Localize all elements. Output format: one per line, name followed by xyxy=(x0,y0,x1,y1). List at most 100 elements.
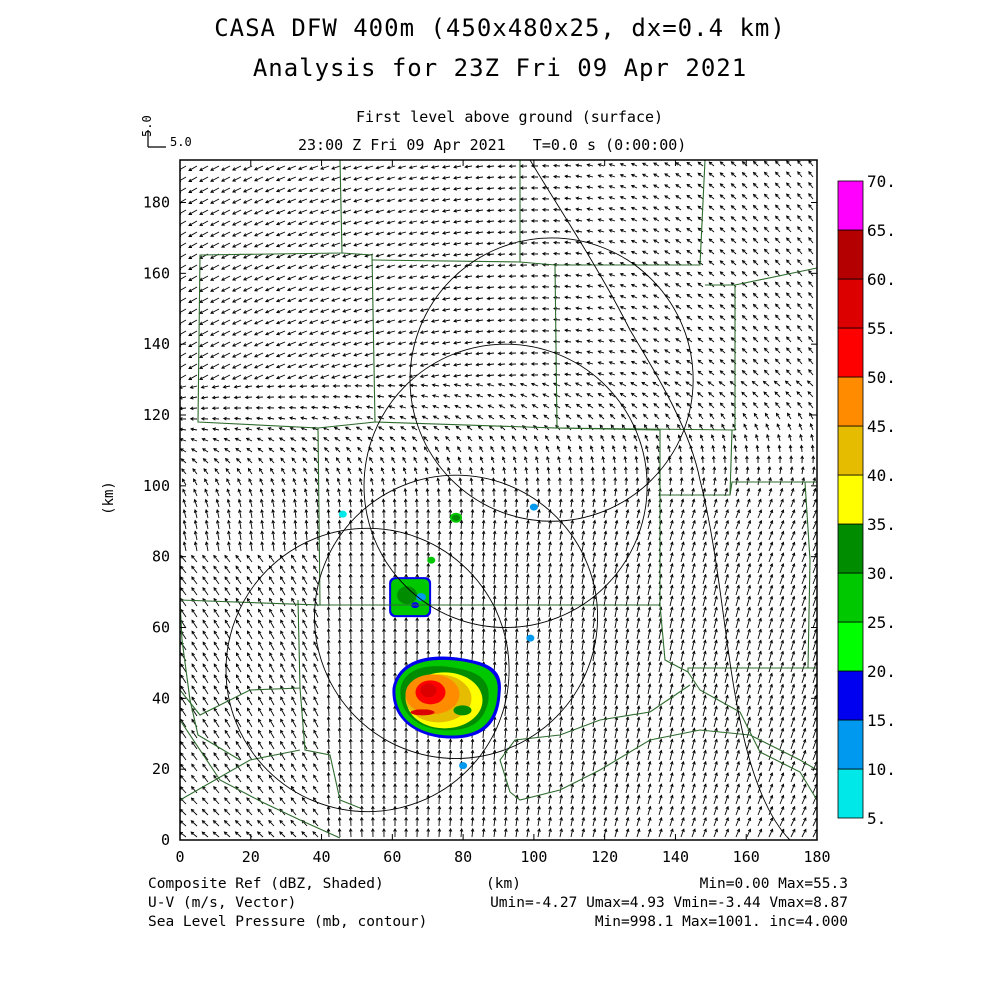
wind-vector xyxy=(188,264,198,270)
wind-vector-head xyxy=(348,827,353,832)
wind-vector xyxy=(442,198,451,201)
wind-vector-head xyxy=(320,353,324,357)
wind-vector-head xyxy=(422,436,427,440)
wind-vector xyxy=(313,696,319,706)
wind-vector xyxy=(420,220,429,224)
wind-vector xyxy=(287,330,297,335)
wind-vector-head xyxy=(393,661,397,665)
wind-vector xyxy=(287,264,297,269)
wind-vector xyxy=(331,275,341,280)
wind-vector xyxy=(279,820,286,827)
wind-vector-head xyxy=(253,266,258,270)
wind-vector-head xyxy=(210,343,214,347)
wind-vector-head xyxy=(464,197,469,202)
wind-vector xyxy=(232,176,242,182)
wind-vector-head xyxy=(470,628,475,632)
wind-vector xyxy=(515,640,518,651)
wind-vector xyxy=(487,330,495,333)
wind-vector xyxy=(466,415,473,420)
wind-vector xyxy=(326,488,330,497)
wind-vector xyxy=(431,242,440,246)
wind-vector-head xyxy=(202,674,207,679)
wind-vector xyxy=(213,719,220,728)
wind-vector-head xyxy=(191,608,195,613)
wind-vector xyxy=(202,587,209,596)
level-label: First level above ground (surface) xyxy=(356,108,664,126)
wind-vector-head xyxy=(371,584,375,589)
wind-vector xyxy=(487,275,495,278)
wind-vector-head xyxy=(235,586,240,591)
wind-vector-head xyxy=(344,426,349,431)
wind-vector xyxy=(412,436,418,442)
wind-vector xyxy=(316,542,319,552)
wind-vector-head xyxy=(380,456,384,461)
wind-vector xyxy=(305,531,308,541)
wind-vector-head xyxy=(380,467,385,472)
wind-vector-head xyxy=(298,199,302,204)
wind-vector xyxy=(250,542,253,552)
wind-vector xyxy=(327,563,330,574)
wind-vector xyxy=(265,187,275,193)
wind-vector xyxy=(278,417,286,420)
wind-vector-head xyxy=(470,584,475,589)
wind-vector-head xyxy=(503,498,508,503)
wind-vector-head xyxy=(514,639,519,643)
wind-vector xyxy=(482,574,485,585)
wind-vector-head xyxy=(246,565,251,570)
wind-vector-head xyxy=(264,309,269,314)
wind-vector xyxy=(283,520,286,530)
wind-vector xyxy=(471,585,474,596)
wind-vector-head xyxy=(448,606,453,610)
wind-vector-head xyxy=(508,362,513,367)
wind-vector xyxy=(431,198,440,202)
wind-vector xyxy=(399,395,407,398)
wind-vector xyxy=(193,489,198,497)
wind-vector xyxy=(420,187,429,191)
wind-vector-head xyxy=(492,760,497,765)
wind-vector-head xyxy=(481,827,486,832)
wind-vector-head xyxy=(448,805,453,810)
wind-vector-head xyxy=(465,415,470,419)
wind-vector-head xyxy=(408,308,413,313)
wind-vector-head xyxy=(475,186,480,191)
wind-vector-head xyxy=(342,309,347,313)
wind-vector-head xyxy=(430,198,435,202)
wind-vector-head xyxy=(337,519,342,524)
wind-vector xyxy=(442,352,451,355)
wind-vector-head xyxy=(275,210,280,215)
wind-vector xyxy=(224,820,231,827)
wind-vector-head xyxy=(309,166,313,170)
wind-vector-head xyxy=(243,365,247,369)
wind-vector xyxy=(431,319,440,323)
wind-vector xyxy=(302,447,308,453)
wind-vector xyxy=(471,542,474,552)
wind-vector xyxy=(221,330,231,336)
wind-vector-head xyxy=(246,718,251,723)
wind-vector xyxy=(232,363,242,369)
wind-vector xyxy=(487,286,495,289)
wind-vector-head xyxy=(486,208,491,213)
wind-vector xyxy=(291,719,297,728)
wind-vector xyxy=(210,187,220,193)
wind-vector-head xyxy=(326,749,331,754)
wind-vector xyxy=(258,620,264,629)
wind-vector xyxy=(499,415,506,420)
wind-vector-head xyxy=(430,308,435,312)
wind-vector xyxy=(376,187,385,191)
wind-vector-head xyxy=(302,663,306,667)
wind-vector xyxy=(280,685,286,695)
wind-vector-head xyxy=(397,242,402,247)
wind-vector-head xyxy=(348,617,353,621)
wind-vector xyxy=(420,341,429,345)
wind-vector xyxy=(367,416,374,420)
wind-vector xyxy=(259,478,264,486)
wind-vector-head xyxy=(221,189,225,193)
wind-vector-head xyxy=(508,208,513,213)
wind-vector-head xyxy=(503,827,508,832)
wind-vector xyxy=(188,363,198,369)
wind-vector-head xyxy=(475,208,480,213)
wind-vector-head xyxy=(180,652,184,657)
wind-vector xyxy=(354,220,363,224)
wind-vector-head xyxy=(288,395,293,399)
wind-vector-head xyxy=(397,187,402,192)
